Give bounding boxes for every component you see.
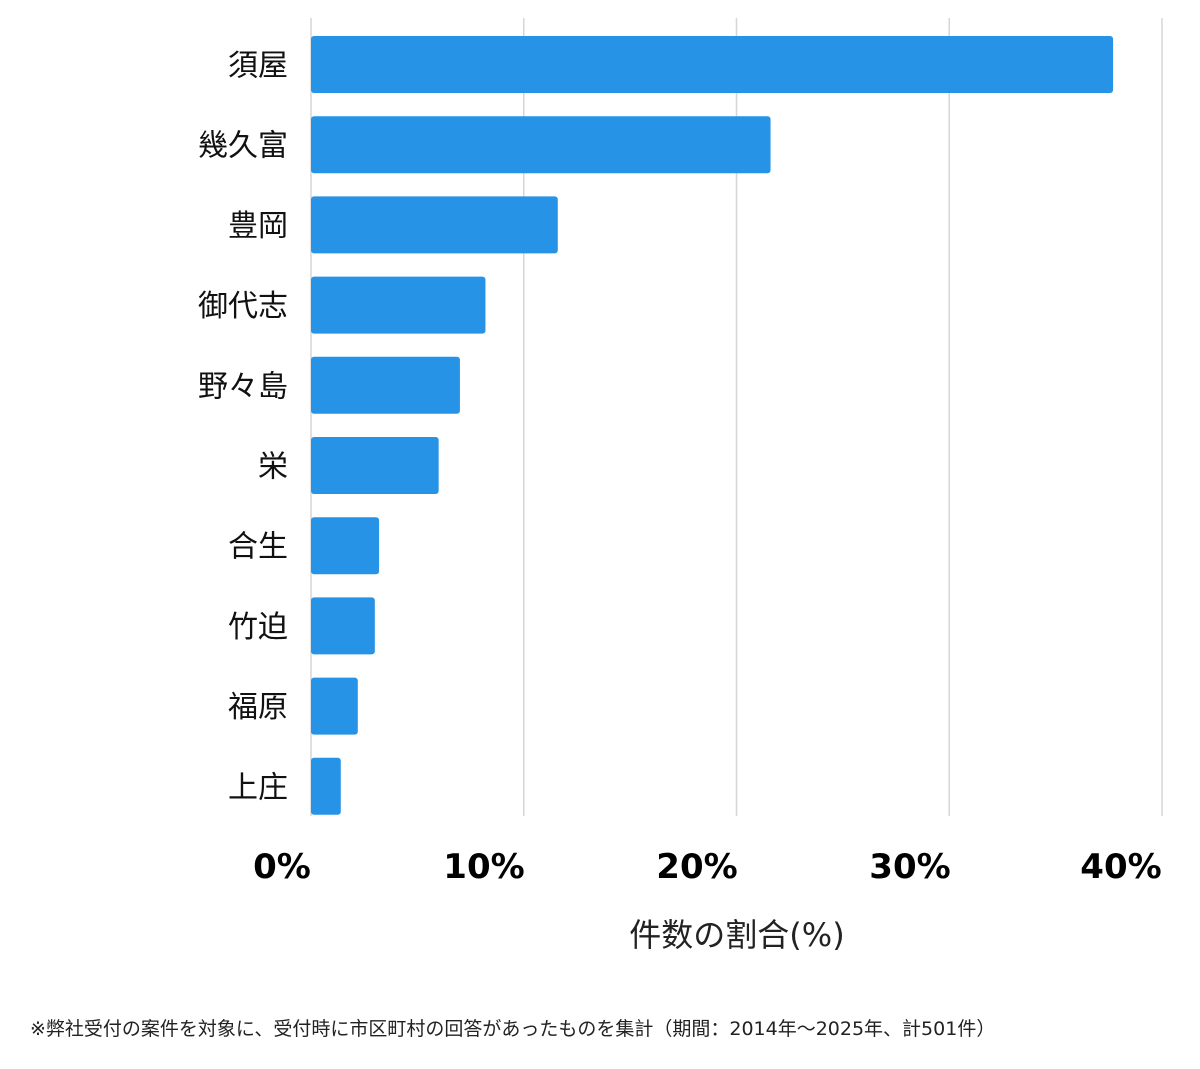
category-label: 須屋 — [228, 49, 288, 84]
bar-合生 — [311, 517, 380, 575]
category-label: 御代志 — [198, 289, 288, 324]
bar-竹迫 — [311, 597, 375, 655]
category-label: 豊岡 — [228, 209, 288, 244]
x-tick-label: 10% — [443, 847, 524, 887]
x-tick-label: 30% — [869, 847, 950, 887]
bar-上庄 — [311, 757, 341, 815]
bar-野々島 — [311, 356, 460, 414]
category-label: 栄 — [258, 450, 288, 485]
bar-福原 — [311, 677, 358, 735]
x-tick-label: 0% — [253, 847, 311, 887]
x-tick-label: 40% — [1080, 847, 1161, 887]
x-tick-label: 20% — [656, 847, 737, 887]
bar-豊岡 — [311, 196, 558, 254]
footnote: ※弊社受付の案件を対象に、受付時に市区町村の回答があったものを集計（期間：201… — [30, 1018, 996, 1040]
category-label: 竹迫 — [228, 610, 288, 645]
category-label: 福原 — [228, 690, 288, 725]
x-tick-labels: 0% 10% 20% 30% 40% — [253, 847, 1162, 887]
category-label: 野々島 — [198, 369, 288, 404]
bar-幾久富 — [311, 116, 771, 174]
category-label: 幾久富 — [198, 129, 288, 164]
category-label: 上庄 — [228, 770, 288, 805]
category-label: 合生 — [228, 530, 288, 565]
x-axis-title: 件数の割合(%) — [629, 916, 844, 954]
bar-御代志 — [311, 276, 486, 334]
bar-栄 — [311, 437, 439, 494]
bars — [311, 36, 1114, 815]
bar-須屋 — [311, 36, 1114, 93]
